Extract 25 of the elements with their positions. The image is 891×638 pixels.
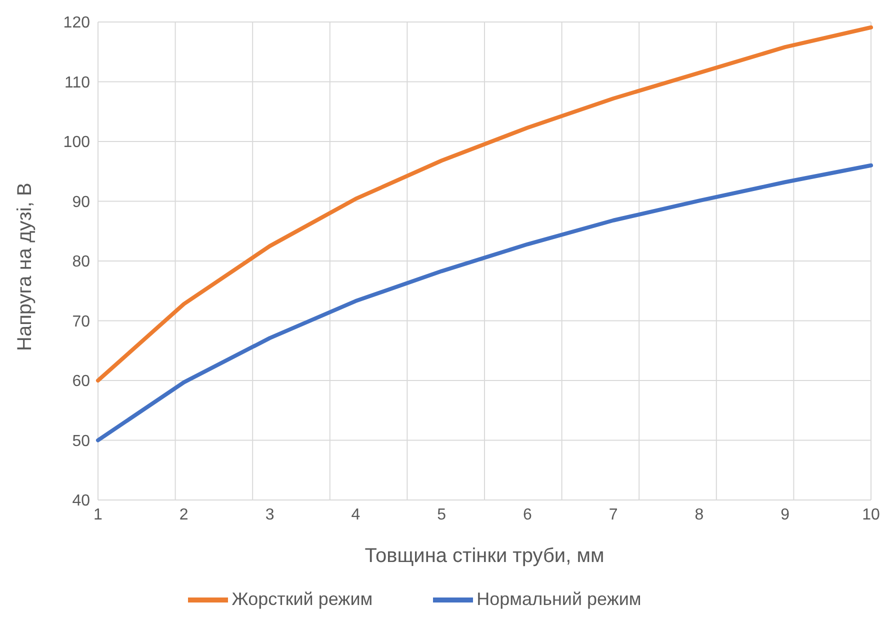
y-tick-label: 100 bbox=[63, 134, 90, 152]
x-tick-label: 8 bbox=[694, 506, 704, 524]
x-tick-label: 2 bbox=[179, 506, 188, 524]
x-tick-label: 7 bbox=[608, 506, 618, 524]
line-series bbox=[96, 163, 873, 442]
y-axis-title: Напруга на дузі, В bbox=[14, 182, 36, 351]
x-tick-label: 4 bbox=[351, 506, 360, 524]
x-tick-label: 3 bbox=[265, 506, 274, 524]
y-tick-label: 60 bbox=[72, 373, 90, 390]
x-tick-label: 6 bbox=[522, 506, 532, 524]
legend-label: Жорсткий режим bbox=[232, 588, 373, 609]
x-tick-label: 5 bbox=[437, 506, 446, 524]
y-tick-label: 110 bbox=[64, 74, 90, 92]
x-axis-title: Товщина стінки труби, мм bbox=[364, 545, 604, 567]
y-tick-label: 90 bbox=[72, 194, 90, 211]
y-tick-label: 40 bbox=[72, 492, 90, 510]
line-series bbox=[96, 25, 873, 382]
y-tick-label: 50 bbox=[72, 432, 90, 450]
y-tick-label: 80 bbox=[72, 254, 90, 271]
x-tick-label: 10 bbox=[862, 506, 880, 524]
y-tick-label: 120 bbox=[63, 14, 90, 32]
legend-label: Нормальний режим bbox=[476, 588, 642, 609]
y-tick-label: 70 bbox=[72, 313, 90, 330]
x-tick-label: 9 bbox=[780, 506, 790, 524]
x-tick-label: 1 bbox=[94, 506, 103, 524]
